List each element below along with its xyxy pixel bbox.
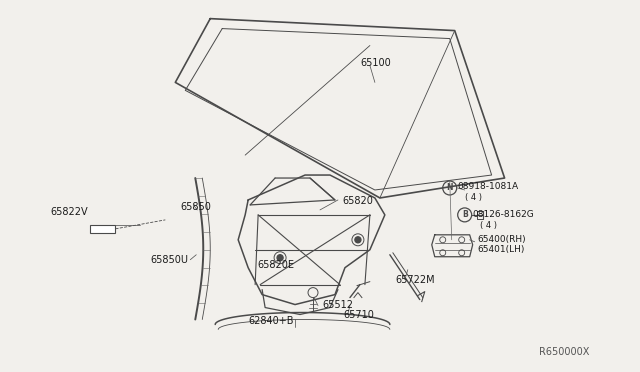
Circle shape [277,255,283,261]
Text: R650000X: R650000X [539,347,589,357]
Bar [90,225,115,233]
Text: 65850U: 65850U [150,255,188,265]
Text: 65710: 65710 [343,310,374,320]
Text: 62840+B: 62840+B [248,315,294,326]
Text: 65400(RH): 65400(RH) [477,235,526,244]
Circle shape [355,237,361,243]
Text: ( 4 ): ( 4 ) [465,193,482,202]
Text: 65850: 65850 [180,202,211,212]
Text: 65822V: 65822V [51,207,88,217]
Text: 65100: 65100 [360,58,390,68]
Text: 65722M: 65722M [396,275,435,285]
Text: 08126-8162G: 08126-8162G [473,210,534,219]
Text: 65820: 65820 [342,196,373,206]
Text: B: B [462,211,468,219]
Text: N: N [447,183,453,192]
Text: 65512: 65512 [322,299,353,310]
Text: 65401(LH): 65401(LH) [477,245,525,254]
Text: 65820E: 65820E [257,260,294,270]
Text: ( 4 ): ( 4 ) [479,221,497,230]
Text: 08918-1081A: 08918-1081A [458,182,519,191]
